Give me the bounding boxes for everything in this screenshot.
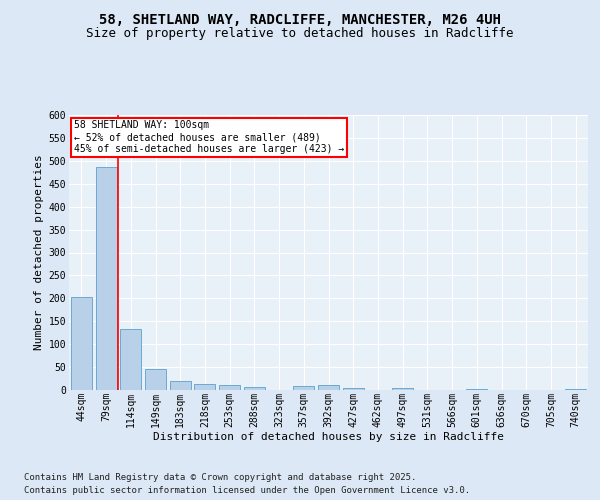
Text: 58 SHETLAND WAY: 100sqm
← 52% of detached houses are smaller (489)
45% of semi-d: 58 SHETLAND WAY: 100sqm ← 52% of detache… bbox=[74, 120, 344, 154]
Text: Contains public sector information licensed under the Open Government Licence v3: Contains public sector information licen… bbox=[24, 486, 470, 495]
Bar bbox=[318, 386, 339, 390]
X-axis label: Distribution of detached houses by size in Radcliffe: Distribution of detached houses by size … bbox=[153, 432, 504, 442]
Bar bbox=[145, 369, 166, 390]
Bar bbox=[565, 388, 586, 390]
Text: Contains HM Land Registry data © Crown copyright and database right 2025.: Contains HM Land Registry data © Crown c… bbox=[24, 472, 416, 482]
Bar bbox=[219, 384, 240, 390]
Bar bbox=[343, 388, 364, 390]
Bar bbox=[466, 388, 487, 390]
Bar bbox=[194, 384, 215, 390]
Bar bbox=[71, 297, 92, 390]
Bar bbox=[95, 167, 116, 390]
Bar bbox=[392, 388, 413, 390]
Bar bbox=[170, 381, 191, 390]
Text: Size of property relative to detached houses in Radcliffe: Size of property relative to detached ho… bbox=[86, 28, 514, 40]
Bar bbox=[120, 328, 141, 390]
Bar bbox=[244, 387, 265, 390]
Text: 58, SHETLAND WAY, RADCLIFFE, MANCHESTER, M26 4UH: 58, SHETLAND WAY, RADCLIFFE, MANCHESTER,… bbox=[99, 12, 501, 26]
Bar bbox=[293, 386, 314, 390]
Y-axis label: Number of detached properties: Number of detached properties bbox=[34, 154, 44, 350]
